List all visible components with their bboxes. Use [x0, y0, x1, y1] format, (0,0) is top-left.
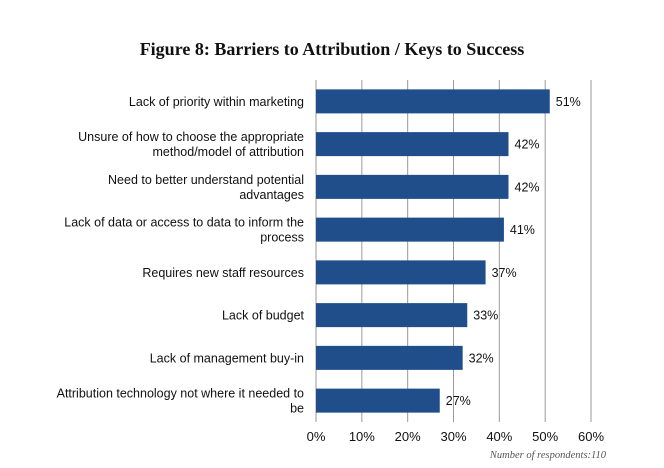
value-label: 41% [510, 223, 535, 237]
category-label: Lack of priority within marketing [129, 95, 304, 109]
bar [316, 174, 509, 199]
x-tick-label: 50% [532, 429, 558, 444]
value-labels: 51% 42% 42% 41% 37% 33% 32% 27% [446, 95, 581, 408]
value-label: 42% [515, 180, 540, 194]
x-tick-label: 10% [349, 429, 375, 444]
chart-title: Figure 8: Barriers to Attribution / Keys… [139, 39, 525, 59]
value-label: 42% [515, 138, 540, 152]
bar [316, 260, 486, 285]
value-label: 37% [492, 266, 517, 280]
category-label: Lack of data or access to data to inform… [64, 216, 304, 245]
category-label: Requires new staff resources [142, 266, 304, 280]
x-tick-label: 40% [486, 429, 512, 444]
bar [316, 345, 463, 370]
x-tick-label: 60% [578, 429, 604, 444]
category-label: Lack of management buy-in [150, 351, 304, 365]
bar [316, 303, 468, 328]
category-label: Lack of budget [222, 309, 305, 323]
value-label: 51% [556, 95, 581, 109]
bar [316, 388, 440, 413]
bar [316, 89, 550, 114]
bar [316, 132, 509, 157]
category-label: Unsure of how to choose the appropriate m… [78, 130, 304, 159]
x-axis-ticks: 0% 10% 20% 30% 40% 50% 60% [307, 429, 605, 444]
x-tick-label: 20% [395, 429, 421, 444]
gridlines [315, 80, 592, 422]
x-tick-label: 30% [440, 429, 466, 444]
bar [316, 217, 504, 242]
bars [316, 89, 550, 413]
value-label: 27% [446, 394, 471, 408]
category-labels: Lack of priority within marketing Unsure … [57, 95, 305, 416]
respondents-note: Number of respondents:110 [489, 450, 606, 461]
category-label: Need to better understand potential advan… [108, 173, 304, 202]
category-label: Attribution technology not where it need… [57, 387, 304, 416]
value-label: 33% [473, 309, 498, 323]
value-label: 32% [469, 351, 494, 365]
x-tick-label: 0% [307, 429, 326, 444]
